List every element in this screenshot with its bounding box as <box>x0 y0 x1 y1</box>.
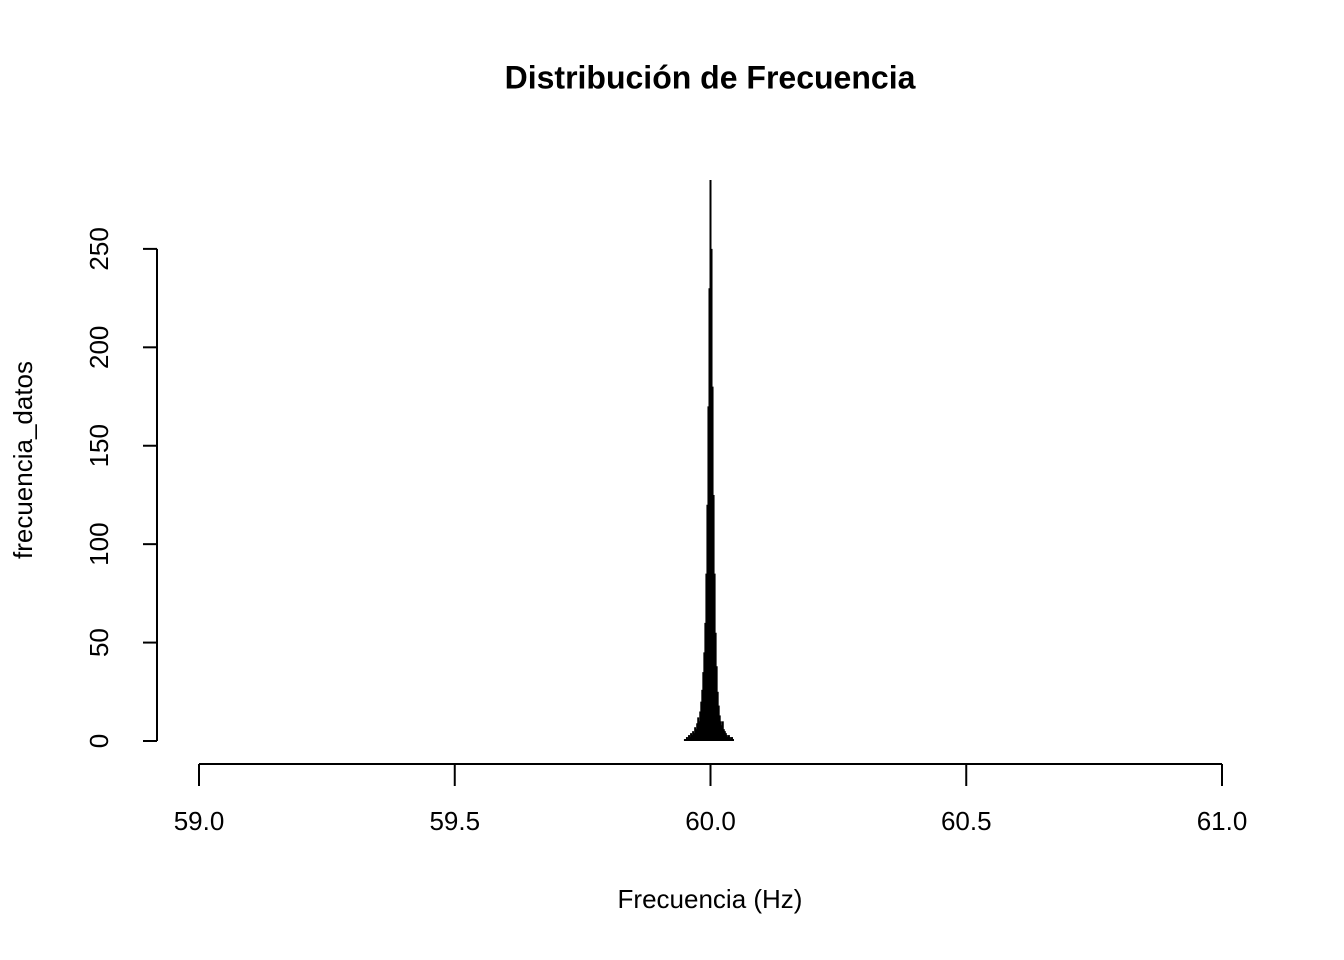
x-tick-label: 59.5 <box>429 806 480 836</box>
x-tick-label: 60.5 <box>941 806 992 836</box>
x-tick-label: 59.0 <box>174 806 225 836</box>
y-tick-label: 200 <box>84 326 114 369</box>
chart-title: Distribución de Frecuencia <box>505 59 916 95</box>
y-tick-label: 50 <box>84 628 114 657</box>
x-axis-label: Frecuencia (Hz) <box>618 884 803 914</box>
y-tick-label: 100 <box>84 522 114 565</box>
y-tick-label: 150 <box>84 424 114 467</box>
y-tick-label: 0 <box>84 734 114 748</box>
y-tick-label: 250 <box>84 227 114 270</box>
x-tick-label: 60.0 <box>685 806 736 836</box>
x-tick-label: 61.0 <box>1197 806 1248 836</box>
y-axis-label: frecuencia_datos <box>8 361 38 559</box>
